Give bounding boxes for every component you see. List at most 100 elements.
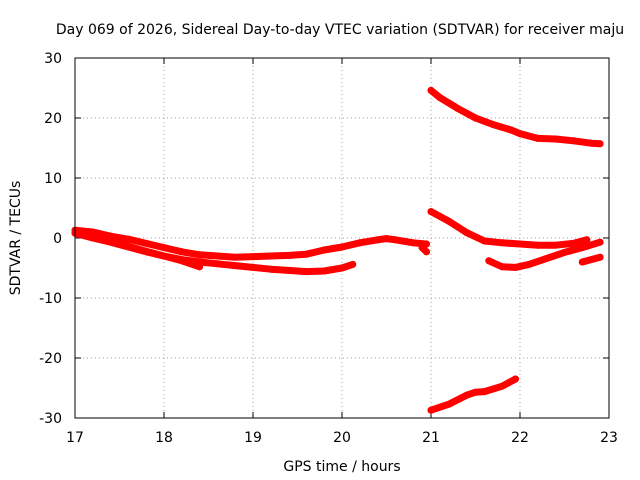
series-track-4 xyxy=(427,86,604,148)
data-point xyxy=(463,391,471,399)
data-point xyxy=(178,248,186,256)
data-point xyxy=(516,240,524,248)
x-tick-label: 22 xyxy=(511,430,529,446)
data-point xyxy=(543,254,551,262)
series-track-5 xyxy=(427,208,591,249)
y-tick-label: 0 xyxy=(53,231,62,247)
x-tick-label: 17 xyxy=(66,430,84,446)
data-point xyxy=(160,244,168,252)
data-point xyxy=(302,268,310,276)
x-tick-label: 23 xyxy=(600,430,618,446)
data-point xyxy=(552,241,560,249)
x-axis-label: GPS time / hours xyxy=(283,459,400,475)
data-point xyxy=(423,248,430,256)
data-series xyxy=(71,86,604,414)
y-tick-label: 30 xyxy=(44,51,62,67)
data-point xyxy=(463,229,471,237)
x-tick-label: 18 xyxy=(155,430,173,446)
data-point xyxy=(196,251,204,259)
data-point xyxy=(534,134,542,142)
data-point xyxy=(338,243,346,251)
data-point xyxy=(498,263,506,271)
data-point xyxy=(498,382,506,390)
data-point xyxy=(160,252,168,260)
x-tick-label: 19 xyxy=(244,430,262,446)
data-point xyxy=(249,263,257,271)
data-point xyxy=(561,248,568,256)
x-tick-label: 20 xyxy=(333,430,351,446)
data-point xyxy=(391,236,399,244)
data-point xyxy=(142,247,150,255)
data-point xyxy=(534,241,542,249)
data-point xyxy=(516,130,524,138)
x-tick-label: 21 xyxy=(422,430,440,446)
data-point xyxy=(196,263,204,271)
data-point xyxy=(231,253,239,261)
data-point xyxy=(267,252,275,260)
data-point xyxy=(480,237,488,245)
data-point xyxy=(302,250,310,258)
data-point xyxy=(445,217,453,225)
data-point xyxy=(454,104,462,112)
data-point xyxy=(427,208,435,216)
data-point xyxy=(356,239,364,247)
data-point xyxy=(578,244,586,252)
data-point xyxy=(142,239,150,247)
grid-lines xyxy=(75,58,609,418)
data-point xyxy=(338,264,346,272)
data-point xyxy=(374,236,382,244)
data-point xyxy=(213,252,221,260)
data-point xyxy=(178,257,186,265)
y-tick-label: 10 xyxy=(44,171,62,187)
data-point xyxy=(349,260,357,268)
data-point xyxy=(569,239,577,247)
data-point xyxy=(320,246,328,254)
data-point xyxy=(587,139,595,147)
data-point xyxy=(480,388,488,396)
data-point xyxy=(231,262,239,270)
y-tick-label: -30 xyxy=(39,411,62,427)
y-tick-label: -10 xyxy=(39,291,62,307)
data-point xyxy=(489,121,497,129)
data-point xyxy=(427,86,435,94)
data-point xyxy=(285,266,293,274)
y-tick-label: -20 xyxy=(39,351,62,367)
data-point xyxy=(320,267,328,275)
data-point xyxy=(472,388,479,396)
series-track-1 xyxy=(71,226,430,261)
plot-frame xyxy=(74,57,610,419)
data-point xyxy=(507,126,515,134)
data-point xyxy=(427,406,435,414)
data-point xyxy=(213,260,221,268)
data-point xyxy=(418,244,426,252)
data-point xyxy=(583,236,591,244)
x-tick-labels: 17 18 19 20 21 22 23 xyxy=(66,430,618,446)
data-point xyxy=(285,251,293,259)
data-point xyxy=(578,258,586,266)
data-point xyxy=(525,260,533,268)
data-point xyxy=(267,265,275,273)
data-point xyxy=(552,135,560,143)
y-tick-labels: -30 -20 -10 0 10 20 30 xyxy=(39,51,62,427)
data-point xyxy=(409,239,417,247)
data-point xyxy=(249,253,257,261)
data-point xyxy=(89,233,97,241)
data-point xyxy=(472,114,479,122)
data-point xyxy=(512,375,519,383)
data-point xyxy=(485,257,493,265)
data-point xyxy=(596,253,604,261)
data-point xyxy=(569,137,577,145)
y-axis-label: SDTVAR / TECUs xyxy=(8,181,24,296)
data-point xyxy=(512,263,519,271)
data-point xyxy=(498,239,506,247)
y-tick-label: 20 xyxy=(44,111,62,127)
data-point xyxy=(383,235,390,243)
data-point xyxy=(124,235,132,243)
data-point xyxy=(436,94,444,102)
data-point xyxy=(596,238,604,246)
data-point xyxy=(445,400,453,408)
data-point xyxy=(596,140,604,148)
chart-title: Day 069 of 2026, Sidereal Day-to-day VTE… xyxy=(56,22,624,38)
data-point xyxy=(116,240,123,248)
